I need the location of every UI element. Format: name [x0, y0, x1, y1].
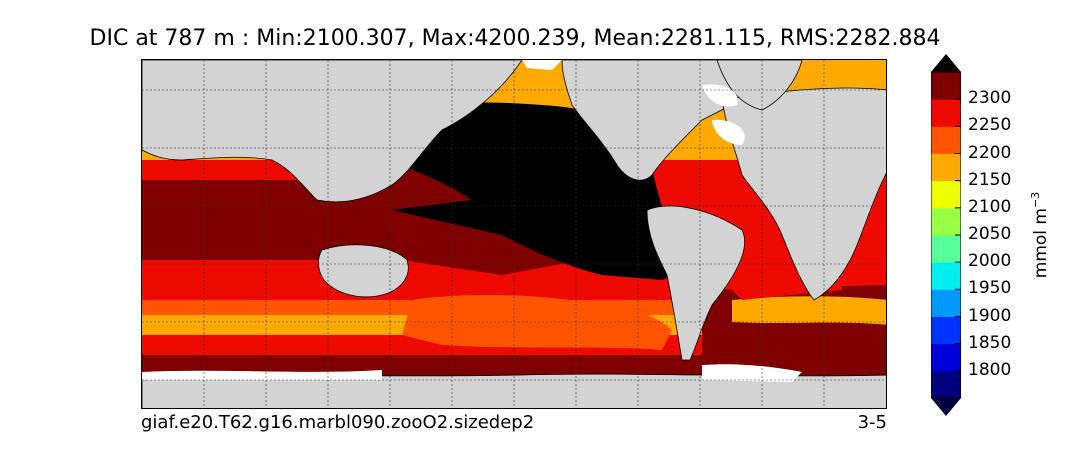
colorbar-segment: [931, 370, 961, 399]
colorbar-segment: [931, 207, 961, 236]
colorbar-tick-label: 2250: [968, 115, 1012, 136]
period-caption: 3-5: [857, 412, 887, 433]
colorbar-segment: [931, 99, 961, 127]
colorbar-under-arrow: [931, 398, 961, 416]
colorbar-tick-label: 2200: [968, 142, 1012, 163]
colorbar-tick-label: 1900: [968, 305, 1012, 326]
colorbar-segment: [931, 343, 961, 372]
colorbar-tick-label: 2300: [968, 88, 1012, 109]
missing-arctic: [522, 60, 562, 70]
colorbar-over-arrow: [931, 54, 961, 72]
map-title: DIC at 787 m : Min:2100.307, Max:4200.23…: [89, 26, 941, 51]
colorbar-segment: [931, 289, 961, 317]
map-panel: [141, 59, 887, 409]
missing-labrador: [712, 119, 745, 145]
colorbar-tick-label: 2050: [968, 224, 1012, 244]
colorbar-segment: [931, 72, 961, 100]
colorbar: [931, 54, 961, 416]
land-south-america: [646, 205, 746, 361]
land-europe-africa: [721, 87, 886, 301]
colorbar-segment: [931, 126, 961, 154]
land-asia: [142, 60, 523, 203]
colorbar-segment: [931, 180, 961, 209]
colorbar-units: mmol m−3: [1029, 191, 1051, 279]
graticule: [142, 60, 886, 408]
missing-weddell: [702, 364, 802, 382]
colorbar-tick-label: 1950: [968, 278, 1012, 299]
colorbar-tick-label: 2150: [968, 169, 1012, 190]
band-orange-southpac: [402, 295, 672, 350]
colorbar-segment: [931, 316, 961, 345]
colorbar-tick-label: 2100: [968, 196, 1012, 217]
colorbar-tick-label: 2000: [968, 251, 1012, 272]
land-australia: [318, 244, 409, 298]
colorbar-segment: [931, 153, 961, 182]
colorbar-segment: [931, 262, 961, 290]
pacific-max-region: [368, 102, 678, 280]
colorbar-tick-label: 1800: [968, 359, 1012, 380]
ocean-map: [142, 60, 886, 408]
missing-antarctic-shelf: [142, 370, 382, 380]
colorbar-tick-label: 1850: [968, 332, 1012, 353]
experiment-caption: giaf.e20.T62.g16.marbl090.zooO2.sizedep2: [141, 412, 535, 433]
colorbar-segment: [931, 235, 961, 263]
band-orange-southatl: [732, 296, 886, 325]
